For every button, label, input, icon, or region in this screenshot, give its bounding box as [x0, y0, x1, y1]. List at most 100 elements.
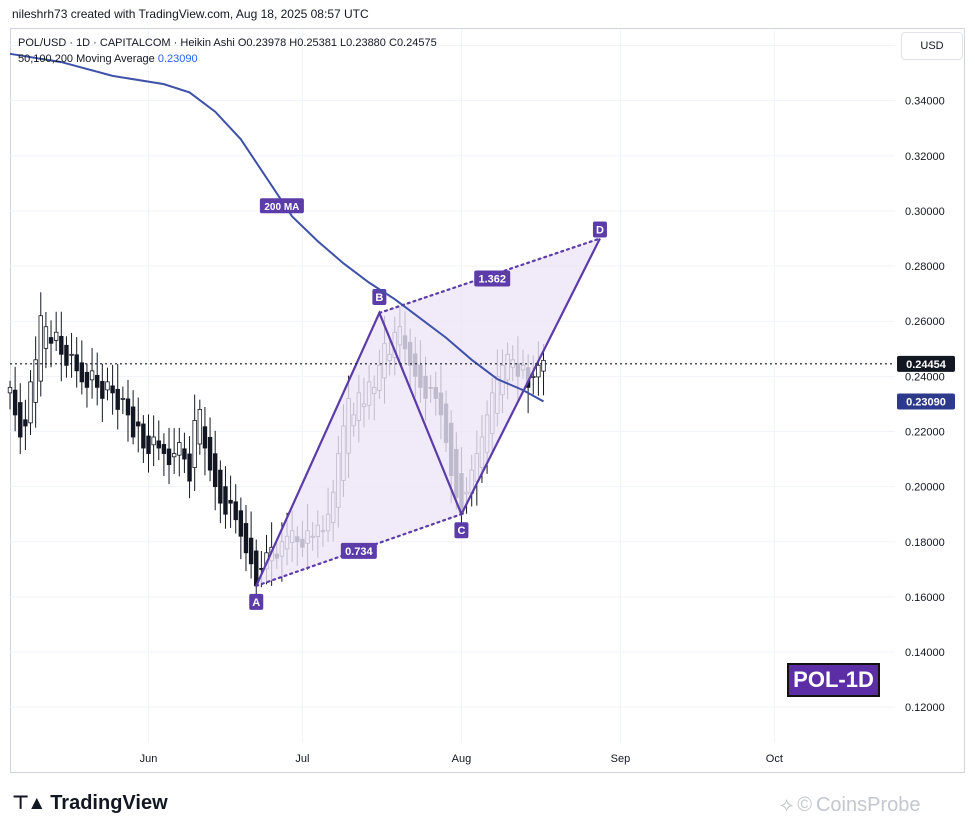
candle-body [218, 469, 223, 504]
time-tick-label: Oct [766, 753, 783, 765]
symbol-info: POL/USD · 1D · CAPITALCOM · Heikin Ashi [18, 37, 235, 49]
candle-body [18, 402, 23, 438]
watermark-text: CoinsProbe [815, 794, 921, 816]
point-label-a: A [252, 597, 260, 609]
candle-body [161, 444, 167, 454]
currency-selector[interactable]: USD [901, 32, 963, 60]
candle-body [146, 435, 151, 454]
ma-label-box [259, 198, 304, 214]
candle-body [223, 486, 228, 515]
candle-body [115, 388, 120, 410]
candle-body [141, 423, 146, 449]
price-tick-label: 0.20000 [905, 482, 945, 494]
price-tick-label: 0.34000 [905, 96, 945, 108]
low-value: 0.23880 [346, 37, 386, 49]
time-tick-label: Aug [452, 753, 472, 765]
candle-body [177, 442, 182, 456]
candle-body [197, 409, 203, 445]
price-tick-label: 0.14000 [905, 647, 945, 659]
candle-body [28, 381, 33, 424]
price-tick-label: 0.24000 [905, 371, 945, 383]
candle-body [182, 448, 187, 460]
pattern-fill-abc [256, 312, 462, 586]
point-label-box-b [372, 288, 387, 305]
candle-body [33, 359, 38, 403]
ma-price-label: 0.23090 [906, 396, 946, 408]
candle-body [95, 374, 100, 388]
candle-body [125, 398, 131, 416]
tradingview-logo-icon: ⊤▲ [12, 793, 46, 814]
close-label: C [388, 37, 397, 49]
candle-body [171, 453, 177, 458]
candle-body [248, 537, 254, 565]
high-label: H [289, 37, 298, 49]
point-label-d: D [596, 225, 604, 237]
ma-label-text: 200 MA [264, 202, 299, 213]
candle-body [43, 326, 49, 349]
low-label: L [340, 37, 347, 49]
price-tick-label: 0.16000 [905, 592, 945, 604]
point-label-b: B [375, 292, 383, 304]
grid [10, 29, 895, 743]
last-price-label: 0.24454 [906, 359, 947, 371]
candle-body [59, 335, 64, 355]
candle-body [23, 419, 28, 427]
price-tick-label: 0.28000 [905, 261, 945, 273]
candle-body [233, 501, 238, 521]
moving-average: 200 MA [9, 52, 545, 403]
candle-body [100, 380, 105, 399]
candle-body [202, 426, 208, 449]
candle-body [151, 436, 156, 446]
pol-badge: POL-1D [787, 663, 880, 697]
open-value: 0.23978 [246, 37, 287, 49]
point-label-box-c [454, 522, 469, 539]
time-tick-label: Sep [611, 753, 631, 765]
candle-body [130, 406, 136, 438]
candle-body [156, 440, 161, 449]
legend-line-symbol: POL/USD · 1D · CAPITALCOM · Heikin Ashi … [18, 35, 437, 51]
tradingview-brand[interactable]: ⊤▲ TradingView [12, 792, 168, 815]
close-value: 0.24575 [396, 37, 437, 49]
candle-body [48, 337, 54, 344]
time-tick-label: Jul [295, 753, 309, 765]
candle-body [74, 354, 79, 372]
chart-legend: POL/USD · 1D · CAPITALCOM · Heikin Ashi … [18, 35, 437, 67]
ratio-label-text: 0.734 [345, 546, 373, 558]
attribution: nileshrh73 created with TradingView.com,… [12, 7, 369, 21]
price-tick-label: 0.32000 [905, 151, 945, 163]
pattern-legs [255, 238, 601, 587]
candle-body [238, 510, 244, 537]
candle-body [120, 398, 126, 400]
point-label-box-d [592, 221, 607, 238]
candle-body [89, 370, 95, 381]
price-tick-label: 0.30000 [905, 206, 945, 218]
ma-price-box [897, 393, 955, 410]
price-tick-label: 0.12000 [905, 702, 945, 714]
watermark: ⟡ © CoinsProbe [780, 794, 921, 817]
ma-label: 50,100,200 Moving Average [18, 53, 155, 65]
time-axis[interactable]: Jun Jul Aug Sep Oct [140, 753, 783, 765]
candle-body [228, 500, 233, 504]
candle-body [541, 359, 546, 372]
harmonic-pattern: 0.734 1.362 A B C D [249, 221, 607, 610]
last-price-box [897, 355, 955, 372]
copyright-icon: © [797, 794, 812, 816]
price-tick-label: 0.26000 [905, 316, 945, 328]
candle-body [84, 371, 90, 388]
open-label: O [237, 37, 247, 49]
ratio-label-box [340, 542, 377, 559]
candle-body [243, 523, 249, 554]
candle-body [64, 344, 69, 366]
coin-icon: ⟡ [780, 794, 794, 816]
legend-line-ma: 50,100,200 Moving Average 0.23090 [18, 51, 437, 67]
point-label-c: C [457, 525, 465, 537]
ma-value: 0.23090 [157, 53, 198, 65]
candle-body [7, 386, 13, 394]
candle-body [110, 385, 115, 394]
candle-body [212, 453, 218, 488]
candle-body [136, 421, 141, 427]
price-tick-label: 0.22000 [905, 426, 945, 438]
candle-body [79, 362, 85, 383]
candle-body [192, 420, 197, 468]
